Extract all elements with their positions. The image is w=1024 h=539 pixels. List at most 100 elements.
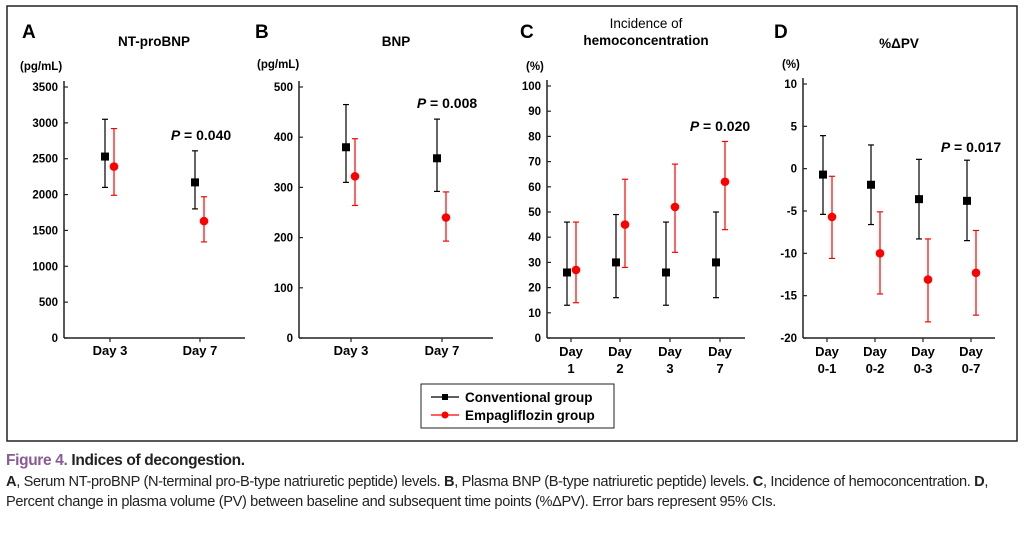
x-tick-label: Day bbox=[658, 344, 683, 359]
y-axis-unit: (%) bbox=[526, 61, 544, 73]
y-tick-label: 100 bbox=[274, 283, 293, 295]
x-tick-label: Day bbox=[911, 344, 936, 359]
point-empagliflozin bbox=[670, 202, 680, 212]
caption-text: , Serum NT-proBNP (N-terminal pro-B-type… bbox=[16, 474, 444, 490]
legend: Conventional group Empagliflozin group bbox=[420, 383, 615, 429]
x-tick-label: Day bbox=[815, 344, 840, 359]
y-tick-label: 10 bbox=[784, 79, 797, 91]
y-tick-label: 1000 bbox=[32, 261, 58, 273]
panel-title: Incidence of bbox=[610, 16, 683, 31]
p-value-annotation: P = 0.040 bbox=[171, 127, 232, 143]
y-tick-label: 500 bbox=[39, 297, 58, 309]
point-empagliflozin bbox=[923, 275, 933, 284]
y-tick-label: 40 bbox=[528, 232, 541, 244]
panel-d: D %ΔPV (%) -20 -15 -10 -5 0 5 10 Day 0-1 Day 0-2 Day 0-… bbox=[774, 22, 1001, 376]
y-tick-label: 1500 bbox=[32, 225, 58, 237]
y-tick-label: 0 bbox=[52, 333, 58, 345]
y-tick-label: 5 bbox=[791, 121, 798, 133]
point-empagliflozin bbox=[827, 212, 837, 222]
y-tick-label: -10 bbox=[780, 248, 797, 260]
x-tick-label: Day bbox=[559, 344, 584, 359]
x-tick-label: Day bbox=[863, 344, 888, 359]
x-tick-label: Day bbox=[959, 344, 984, 359]
point-empagliflozin bbox=[720, 177, 730, 187]
legend-marker-square bbox=[442, 394, 448, 400]
panel-letter: C bbox=[520, 22, 534, 43]
p-value-annotation: P = 0.017 bbox=[941, 139, 1002, 155]
y-tick-label: 0 bbox=[791, 164, 797, 176]
point-conventional bbox=[915, 195, 923, 204]
figure-title: Indices of decongestion. bbox=[71, 452, 245, 469]
caption-label: A bbox=[6, 474, 17, 490]
figure-frame bbox=[6, 5, 1018, 442]
y-tick-label: 400 bbox=[274, 132, 293, 144]
panel-a: A NT-proBNP (pg/mL) 0 500 1000 1500 2000 2500 300… bbox=[20, 22, 245, 358]
point-empagliflozin bbox=[620, 220, 630, 229]
legend-label: Empagliflozin group bbox=[465, 408, 595, 423]
y-tick-label: 3000 bbox=[32, 118, 58, 130]
y-tick-label: 3500 bbox=[32, 82, 58, 94]
caption-label: D bbox=[974, 474, 985, 490]
panel-b: B BNP (pg/mL) 0 100 200 300 400 500 Day 3 Day 7 P =… bbox=[255, 22, 493, 358]
caption-heading: Figure 4. Indices of decongestion. bbox=[6, 451, 1020, 471]
y-tick-label: 70 bbox=[528, 157, 541, 169]
x-tick-label: 3 bbox=[666, 361, 673, 376]
panel-letter: A bbox=[22, 22, 36, 43]
caption-label: C bbox=[752, 474, 764, 490]
x-tick-label: 7 bbox=[716, 361, 723, 376]
legend-marker-circle bbox=[441, 411, 449, 419]
y-tick-label: 100 bbox=[522, 81, 541, 93]
caption-label: B bbox=[444, 474, 455, 490]
caption-body: A, Serum NT-proBNP (N-terminal pro-B-typ… bbox=[6, 472, 1020, 512]
point-conventional bbox=[712, 258, 720, 267]
y-tick-label: 500 bbox=[274, 82, 293, 94]
point-empagliflozin bbox=[971, 268, 981, 278]
point-empagliflozin bbox=[875, 249, 885, 258]
p-value-annotation: P = 0.008 bbox=[417, 95, 478, 111]
panel-title: NT-proBNP bbox=[118, 34, 190, 49]
y-tick-label: 200 bbox=[274, 233, 293, 245]
y-tick-label: -20 bbox=[780, 333, 797, 345]
y-tick-label: 0 bbox=[287, 333, 293, 345]
point-conventional bbox=[612, 258, 620, 267]
panel-letter: B bbox=[255, 22, 269, 43]
point-conventional bbox=[433, 154, 441, 163]
x-tick-label: Day 7 bbox=[183, 343, 218, 358]
panel-letter: D bbox=[774, 22, 788, 43]
x-tick-label: 0-1 bbox=[818, 361, 837, 376]
x-tick-label: Day 3 bbox=[93, 343, 128, 358]
y-tick-label: 30 bbox=[528, 257, 541, 269]
caption-text: , Incidence of hemoconcentration. bbox=[762, 474, 975, 490]
panel-title: %ΔPV bbox=[879, 36, 919, 51]
point-empagliflozin bbox=[441, 213, 451, 222]
point-conventional bbox=[963, 196, 971, 205]
y-tick-label: 50 bbox=[528, 207, 541, 219]
y-tick-label: 0 bbox=[535, 333, 541, 345]
y-axis-unit: (%) bbox=[782, 59, 800, 71]
legend-box bbox=[420, 383, 615, 429]
caption-text: , Plasma BNP (B-type natriuretic peptide… bbox=[454, 474, 753, 490]
panel-title: hemoconcentration bbox=[583, 33, 708, 48]
x-tick-label: 0-3 bbox=[914, 361, 933, 376]
y-tick-label: -5 bbox=[787, 206, 798, 218]
point-empagliflozin bbox=[199, 216, 209, 226]
x-tick-label: Day 3 bbox=[334, 343, 369, 358]
x-tick-label: Day bbox=[708, 344, 733, 359]
caption-text: , Percent change in plasma volume (PV) b… bbox=[6, 474, 989, 510]
y-tick-label: -15 bbox=[780, 291, 797, 303]
y-tick-label: 2500 bbox=[32, 154, 58, 166]
y-tick-label: 2000 bbox=[32, 190, 58, 202]
x-tick-label: Day 7 bbox=[425, 343, 460, 358]
y-tick-label: 10 bbox=[528, 308, 541, 320]
figure-number: Figure 4. bbox=[6, 452, 68, 469]
point-empagliflozin bbox=[350, 172, 360, 181]
point-conventional bbox=[819, 170, 827, 179]
point-empagliflozin bbox=[571, 265, 581, 275]
figure: A NT-proBNP(pg/mL)05001000150020002500300… bbox=[6, 5, 1018, 442]
point-conventional bbox=[342, 143, 350, 152]
x-tick-label: 1 bbox=[567, 361, 574, 376]
p-value-annotation: P = 0.020 bbox=[690, 118, 751, 134]
y-tick-label: 20 bbox=[528, 283, 541, 295]
point-empagliflozin bbox=[109, 162, 119, 171]
y-tick-label: 80 bbox=[528, 131, 541, 143]
